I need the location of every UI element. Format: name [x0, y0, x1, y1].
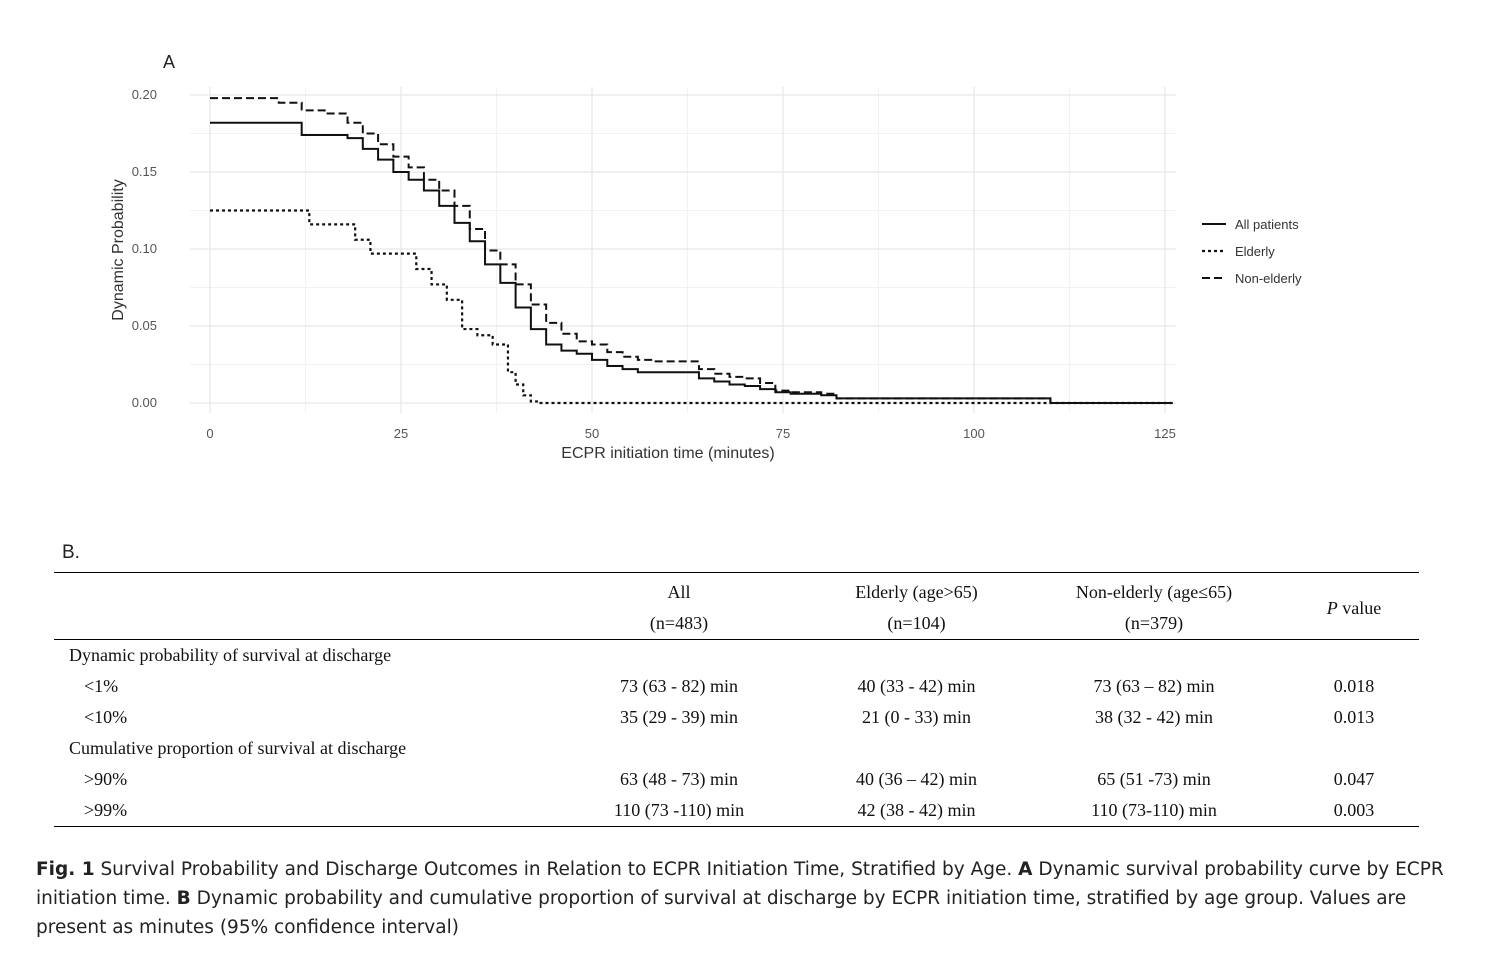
row-label: >99% — [54, 795, 544, 827]
section-dynamic-probability: Dynamic probability of survival at disch… — [69, 645, 392, 665]
header-n-blank — [54, 608, 544, 640]
cell-p-value: 0.013 — [1333, 707, 1375, 727]
table-row: <10% 35 (29 - 39) min 21 (0 - 33) min 38… — [54, 702, 1419, 733]
header-non-elderly: Non-elderly (age≤65) — [1019, 572, 1289, 608]
series-line-non-elderly — [210, 97, 1173, 404]
cell-elderly: 42 (38 - 42) min — [814, 795, 1019, 827]
caption-b-label: B — [176, 888, 191, 909]
cell-p-value: 0.018 — [1333, 676, 1375, 696]
table-row: >90% 63 (48 - 73) min 40 (36 – 42) min 6… — [54, 764, 1419, 795]
header-n-all: (n=483) — [544, 608, 814, 640]
x-tick-label: 0 — [206, 426, 213, 441]
x-tick-label: 100 — [963, 426, 985, 441]
cell-all: 73 (63 - 82) min — [620, 676, 738, 696]
row-label: <10% — [84, 707, 128, 727]
legend-label-non-elderly: Non-elderly — [1235, 271, 1302, 286]
x-tick-label: 50 — [585, 426, 599, 441]
header-p-value: P value — [1289, 572, 1419, 640]
cell-elderly: 40 (33 - 42) min — [857, 676, 976, 696]
table-header-row: All Elderly (age>65) Non-elderly (age≤65… — [54, 572, 1419, 640]
cell-non-elderly: 38 (32 - 42) min — [1095, 707, 1213, 727]
caption-a-text: Dynamic survival probability curve by EC… — [36, 859, 1444, 909]
y-tick-label: 0.15 — [132, 164, 157, 179]
p-value-text: value — [1337, 597, 1382, 618]
cell-non-elderly: 65 (51 -73) min — [1097, 769, 1211, 789]
y-tick-label: 0.05 — [132, 318, 157, 333]
section-cumulative-proportion: Cumulative proportion of survival at dis… — [69, 738, 407, 758]
x-tick-label: 125 — [1154, 426, 1176, 441]
cell-non-elderly: 73 (63 – 82) min — [1093, 676, 1215, 696]
series-line-all-patients — [210, 121, 1173, 404]
caption-b-text: Dynamic probability and cumulative propo… — [36, 888, 1407, 938]
table-section-row: Cumulative proportion of survival at dis… — [54, 733, 1419, 764]
legend: All patients Elderly Non-elderly — [1202, 217, 1302, 286]
figure-caption: Fig. 1 Survival Probability and Discharg… — [36, 855, 1446, 942]
y-tick-label: 0.20 — [132, 87, 157, 102]
header-n-elderly: (n=104) — [814, 608, 1019, 640]
cell-all: 63 (48 - 73) min — [620, 769, 738, 789]
row-label: >90% — [84, 769, 128, 789]
cell-p-value: 0.047 — [1333, 769, 1375, 789]
cell-p-value: 0.003 — [1289, 795, 1419, 827]
cell-elderly: 21 (0 - 33) min — [862, 707, 971, 727]
y-axis-title: Dynamic Probability — [110, 179, 127, 320]
table-section-row: Dynamic probability of survival at disch… — [54, 640, 1419, 672]
x-tick-label: 75 — [776, 426, 790, 441]
caption-a-label: A — [1018, 859, 1033, 880]
survival-chart: 0 25 50 75 100 125 0.00 0.05 0.10 0.15 0.20 ECPR i… — [110, 87, 1302, 462]
header-n-non-elderly: (n=379) — [1019, 608, 1289, 640]
panel-b-label: B. — [62, 542, 80, 563]
y-tick-label: 0.10 — [132, 241, 157, 256]
p-italic: P — [1326, 597, 1338, 618]
y-tick-label: 0.00 — [132, 395, 157, 410]
x-tick-label: 25 — [394, 426, 408, 441]
header-all: All — [544, 572, 814, 608]
table-header-row-n: (n=483) (n=104) (n=379) — [54, 608, 1419, 640]
panel-a-label: A — [163, 52, 176, 72]
cell-all: 110 (73 -110) min — [544, 795, 814, 827]
row-label: <1% — [84, 676, 119, 696]
cell-all: 35 (29 - 39) min — [620, 707, 738, 727]
cell-elderly: 40 (36 – 42) min — [856, 769, 977, 789]
axis-ticks: 0 25 50 75 100 125 0.00 0.05 0.10 0.15 0.20 — [132, 87, 1176, 441]
caption-title: Survival Probability and Discharge Outco… — [94, 859, 1019, 880]
cell-non-elderly: 110 (73-110) min — [1019, 795, 1289, 827]
legend-label-all-patients: All patients — [1235, 217, 1299, 232]
table-row: >99% 110 (73 -110) min 42 (38 - 42) min … — [54, 795, 1419, 827]
legend-label-elderly: Elderly — [1235, 244, 1275, 259]
series-lines — [210, 97, 1173, 405]
caption-fig-label: Fig. 1 — [36, 859, 95, 880]
series-line-elderly — [210, 209, 1173, 405]
x-axis-title: ECPR initiation time (minutes) — [561, 445, 774, 462]
header-blank — [54, 572, 544, 608]
results-table: All Elderly (age>65) Non-elderly (age≤65… — [54, 572, 1419, 827]
table-row: <1% 73 (63 - 82) min 40 (33 - 42) min 73… — [54, 671, 1419, 702]
header-elderly: Elderly (age>65) — [814, 572, 1019, 608]
